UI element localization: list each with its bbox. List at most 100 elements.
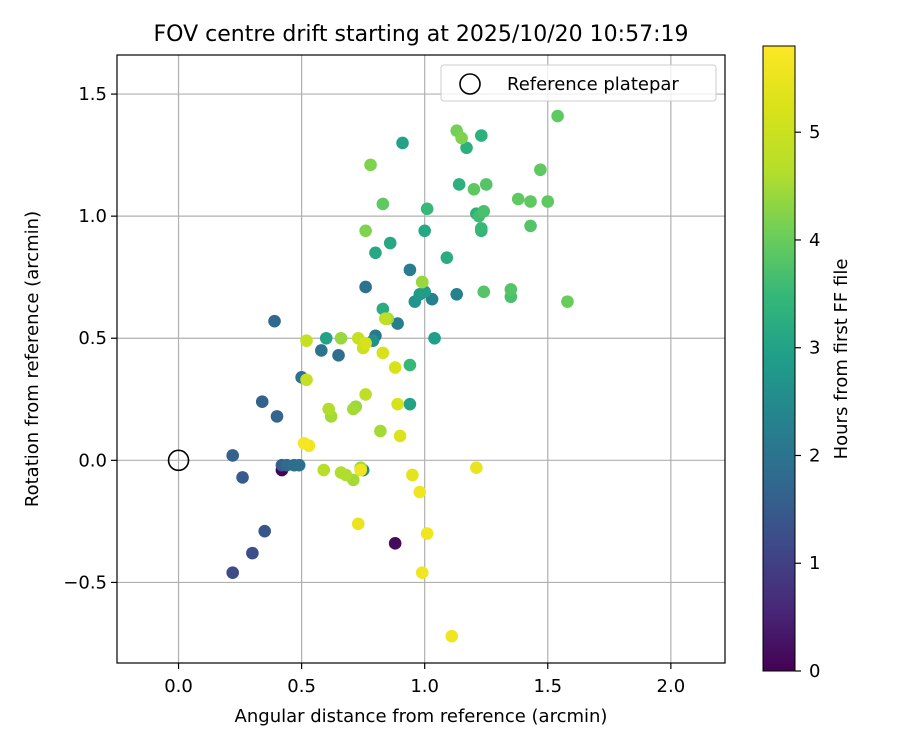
y-axis-label: Rotation from reference (arcmin) <box>22 211 43 507</box>
data-point <box>477 204 491 218</box>
reference-point <box>167 449 190 472</box>
data-point <box>270 410 284 423</box>
data-point <box>334 331 348 345</box>
data-point <box>297 436 311 450</box>
data-point <box>391 317 404 330</box>
colorbar-tick-label: 4 <box>809 230 820 251</box>
colorbar-tick-label: 1 <box>809 553 820 574</box>
data-point <box>450 287 463 301</box>
colorbar-tick-label: 2 <box>809 445 820 466</box>
data-point <box>470 461 483 474</box>
data-point <box>388 537 402 550</box>
x-tick-label: 1.0 <box>410 676 439 697</box>
data-point <box>511 192 525 206</box>
data-point <box>354 463 367 477</box>
reference-platepar-marker <box>167 449 190 472</box>
data-point <box>479 178 493 191</box>
data-point <box>379 312 392 326</box>
data-point <box>504 283 518 296</box>
data-point <box>561 295 574 308</box>
data-point <box>455 131 468 145</box>
data-point <box>534 163 547 177</box>
y-tick-label: 1.5 <box>78 84 107 105</box>
data-point <box>420 202 434 216</box>
data-point <box>420 527 434 540</box>
data-point <box>445 629 459 643</box>
x-tick-label: 0.0 <box>164 676 193 697</box>
data-point <box>413 485 427 499</box>
colorbar: 0 1 2 3 4 5 Hours from first FF file <box>762 45 852 682</box>
data-point <box>383 236 397 250</box>
data-point <box>347 402 360 416</box>
data-point <box>236 471 249 484</box>
data-point <box>317 463 331 477</box>
data-point <box>319 331 333 345</box>
data-point <box>391 397 404 411</box>
chart-title: FOV centre drift starting at 2025/10/20 … <box>154 22 689 47</box>
data-point <box>524 195 537 208</box>
data-point <box>477 285 491 299</box>
data-point <box>322 402 335 416</box>
data-point <box>315 344 328 357</box>
colorbar-gradient <box>762 45 796 672</box>
data-point <box>418 285 431 299</box>
y-axis-ticks: −0.5 0.0 0.5 1.0 1.5 <box>63 84 117 593</box>
data-point <box>359 388 372 401</box>
data-point <box>406 468 419 482</box>
data-point <box>551 109 564 123</box>
y-tick-label: 1.0 <box>78 206 107 227</box>
data-point <box>359 336 372 350</box>
data-point <box>258 524 271 538</box>
x-tick-label: 0.5 <box>287 676 316 697</box>
x-axis-label: Angular distance from reference (arcmin) <box>235 706 608 727</box>
data-point <box>440 251 454 264</box>
data-point <box>541 195 555 208</box>
legend-reference-label: Reference platepar <box>507 74 679 95</box>
data-point <box>339 468 353 482</box>
data-point <box>369 246 382 260</box>
y-tick-label: 0.5 <box>78 328 107 349</box>
data-point <box>428 331 441 345</box>
data-point <box>359 280 372 294</box>
data-point <box>415 566 429 579</box>
data-point <box>403 263 417 277</box>
data-points <box>226 109 574 643</box>
data-point <box>388 361 402 374</box>
data-point <box>300 373 313 387</box>
data-point <box>403 397 417 411</box>
data-point <box>393 429 407 443</box>
data-point <box>376 346 390 360</box>
data-point <box>351 517 365 531</box>
y-tick-label: 0.0 <box>78 450 107 471</box>
data-point <box>467 182 481 196</box>
data-point <box>376 197 390 211</box>
data-point <box>364 158 377 172</box>
colorbar-tick-label: 3 <box>809 338 820 359</box>
legend: Reference platepar <box>440 64 717 102</box>
data-point <box>292 458 306 472</box>
legend-box <box>440 64 717 102</box>
data-point <box>255 395 269 409</box>
x-tick-label: 2.0 <box>657 676 686 697</box>
data-point <box>418 224 431 238</box>
colorbar-tick-label: 5 <box>809 122 820 143</box>
data-point <box>452 178 466 191</box>
data-point <box>475 222 488 235</box>
colorbar-tick-label: 0 <box>809 661 820 682</box>
data-point <box>374 424 387 438</box>
data-point <box>475 129 488 142</box>
data-point <box>403 358 417 372</box>
data-point <box>332 349 345 362</box>
data-point <box>226 566 239 579</box>
data-point <box>396 136 409 150</box>
data-point <box>246 546 259 560</box>
data-point <box>524 219 537 233</box>
plot-frame <box>116 54 726 664</box>
colorbar-ticks: 0 1 2 3 4 5 <box>795 122 820 682</box>
colorbar-label: Hours from first FF file <box>831 259 852 460</box>
data-point <box>226 449 239 462</box>
y-tick-label: −0.5 <box>63 572 107 593</box>
legend-reference-marker <box>459 73 481 95</box>
x-axis-ticks: 0.0 0.5 1.0 1.5 2.0 <box>164 663 685 697</box>
